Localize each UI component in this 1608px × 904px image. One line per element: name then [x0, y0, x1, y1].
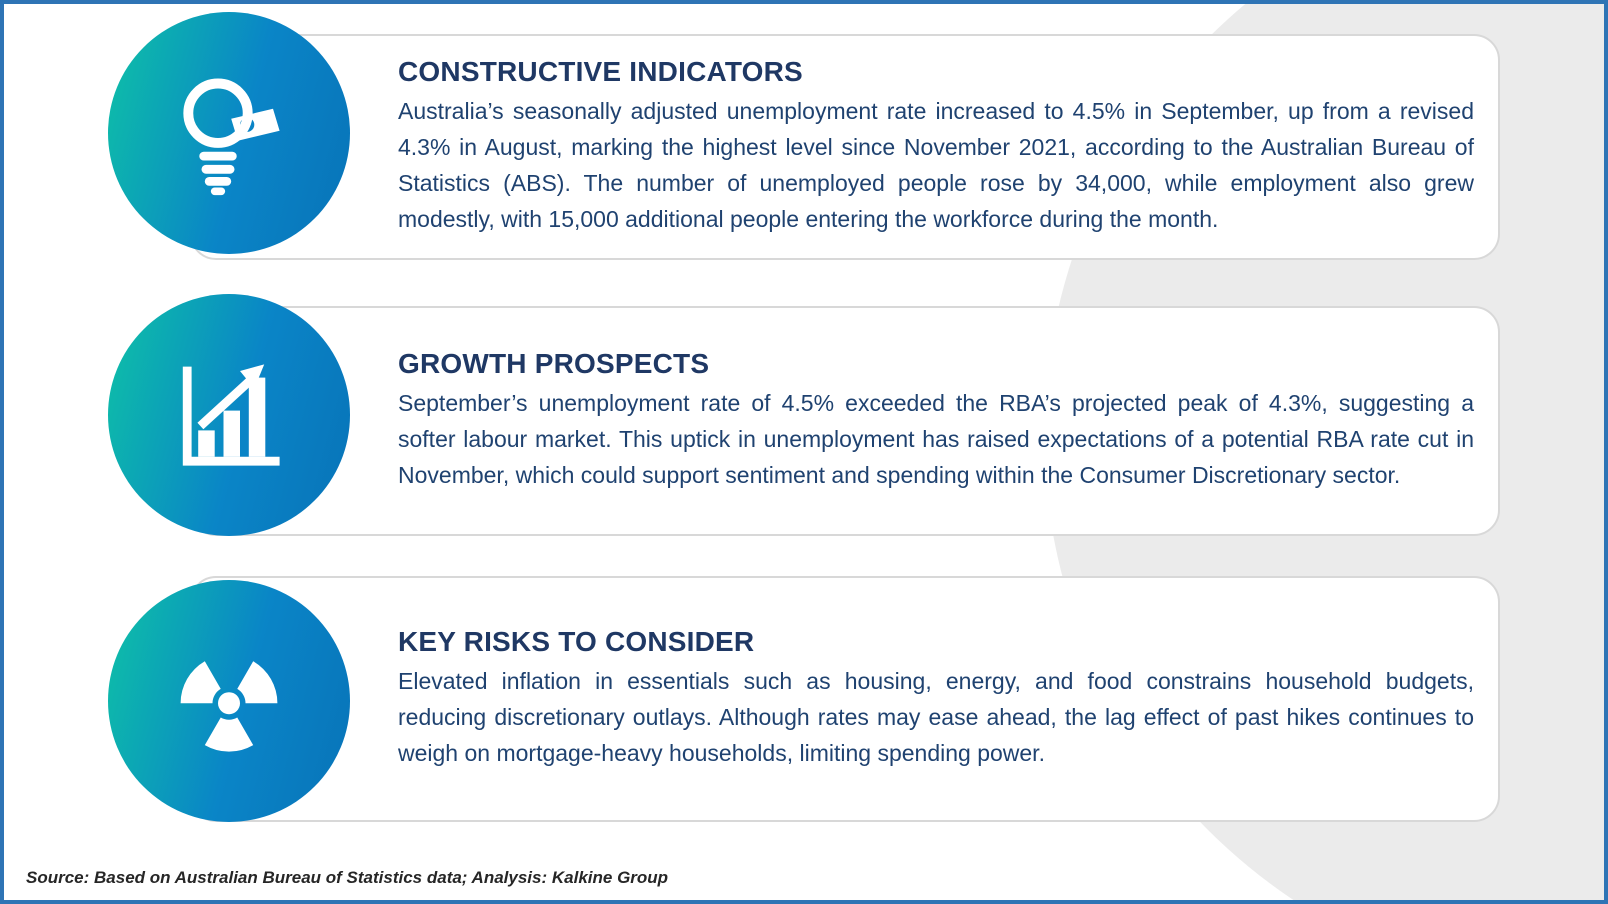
card-content: KEY RISKS TO CONSIDER Elevated inflation… [398, 612, 1498, 786]
card-constructive-indicators: CONSTRUCTIVE INDICATORS Australia’s seas… [190, 34, 1500, 260]
card-key-risks: KEY RISKS TO CONSIDER Elevated inflation… [190, 576, 1500, 822]
card-growth-prospects: GROWTH PROSPECTS September’s unemploymen… [190, 306, 1500, 536]
icon-circle-constructive [108, 12, 350, 254]
source-attribution: Source: Based on Australian Bureau of St… [26, 868, 669, 887]
card-content: GROWTH PROSPECTS September’s unemploymen… [398, 334, 1498, 508]
icon-circle-risks [108, 580, 350, 822]
lightbulb-icon [163, 67, 295, 199]
icon-circle-growth [108, 294, 350, 536]
section-body-key-risks: Elevated inflation in essentials such as… [398, 668, 1474, 766]
radiation-icon [163, 635, 295, 767]
section-body-constructive-indicators: Australia’s seasonally adjusted unemploy… [398, 98, 1474, 232]
section-title-growth-prospects: GROWTH PROSPECTS [398, 348, 710, 380]
section-title-constructive-indicators: CONSTRUCTIVE INDICATORS [398, 56, 803, 88]
card-content: CONSTRUCTIVE INDICATORS Australia’s seas… [398, 42, 1498, 252]
bar-chart-growth-icon [163, 349, 295, 481]
section-body-growth-prospects: September’s unemployment rate of 4.5% ex… [398, 390, 1474, 488]
section-title-key-risks: KEY RISKS TO CONSIDER [398, 626, 755, 658]
